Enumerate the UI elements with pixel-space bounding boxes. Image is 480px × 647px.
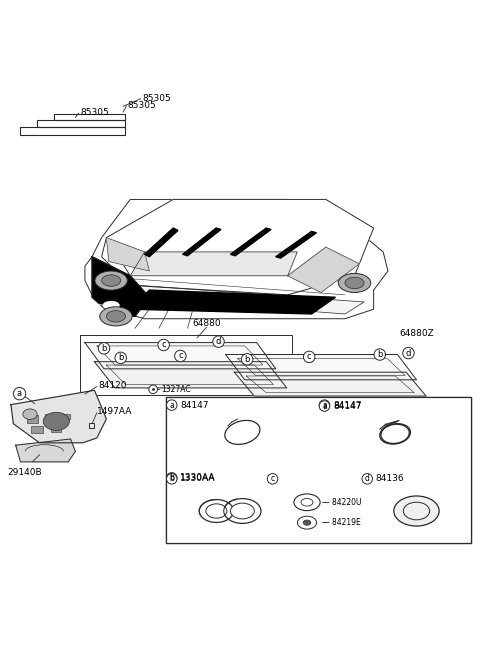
Circle shape <box>158 339 169 351</box>
Circle shape <box>167 400 177 410</box>
Ellipse shape <box>206 504 227 518</box>
Text: b: b <box>169 474 174 483</box>
Circle shape <box>319 400 330 411</box>
Circle shape <box>362 474 372 484</box>
Polygon shape <box>92 283 364 314</box>
Circle shape <box>319 400 330 410</box>
Circle shape <box>213 336 224 347</box>
Text: a: a <box>169 400 174 410</box>
Text: d: d <box>365 474 370 483</box>
Polygon shape <box>130 290 336 314</box>
Bar <box>80 335 292 395</box>
Polygon shape <box>92 257 149 316</box>
Text: 85305: 85305 <box>128 101 156 110</box>
Ellipse shape <box>23 409 37 419</box>
Ellipse shape <box>100 307 132 326</box>
Text: a: a <box>322 400 327 410</box>
Circle shape <box>98 343 110 354</box>
Polygon shape <box>102 199 373 295</box>
Circle shape <box>167 474 177 484</box>
Ellipse shape <box>338 274 371 292</box>
Text: 84120: 84120 <box>99 381 127 390</box>
Text: d: d <box>406 349 411 358</box>
Polygon shape <box>85 199 388 319</box>
Text: 84136: 84136 <box>376 474 405 483</box>
Text: 64880Z: 64880Z <box>400 329 434 338</box>
Text: b: b <box>377 350 383 359</box>
Circle shape <box>115 352 126 364</box>
Text: — 84220U: — 84220U <box>322 498 362 507</box>
Polygon shape <box>230 228 271 256</box>
Ellipse shape <box>345 277 364 289</box>
Text: 84147: 84147 <box>333 400 361 410</box>
Polygon shape <box>288 247 360 292</box>
Bar <box>54 115 125 120</box>
Ellipse shape <box>230 503 254 519</box>
Text: 85305: 85305 <box>80 108 109 117</box>
Bar <box>21 127 125 135</box>
Text: 64880: 64880 <box>192 319 221 328</box>
Bar <box>166 397 471 543</box>
Polygon shape <box>276 232 316 258</box>
Polygon shape <box>183 228 221 256</box>
Polygon shape <box>16 439 75 462</box>
Bar <box>89 423 94 428</box>
Ellipse shape <box>102 275 120 286</box>
Polygon shape <box>226 355 417 380</box>
Bar <box>37 120 125 127</box>
Circle shape <box>241 353 253 365</box>
Text: 1330AA: 1330AA <box>180 474 216 483</box>
Circle shape <box>303 351 315 362</box>
Circle shape <box>13 388 26 400</box>
Text: b: b <box>118 353 123 362</box>
Bar <box>166 397 471 543</box>
Text: 1497AA: 1497AA <box>97 407 132 416</box>
Circle shape <box>149 385 157 393</box>
Text: d: d <box>216 337 221 346</box>
Ellipse shape <box>95 271 127 290</box>
Text: c: c <box>161 340 166 349</box>
Text: c: c <box>178 351 183 360</box>
Circle shape <box>267 474 278 484</box>
Bar <box>31 426 43 433</box>
Ellipse shape <box>303 520 311 525</box>
Text: b: b <box>169 474 174 483</box>
Polygon shape <box>11 390 107 443</box>
Circle shape <box>175 350 186 362</box>
Text: a: a <box>17 389 22 398</box>
Text: 29140B: 29140B <box>7 468 42 477</box>
Ellipse shape <box>301 498 313 506</box>
Polygon shape <box>144 228 178 257</box>
Text: 1330AA: 1330AA <box>180 474 216 483</box>
Circle shape <box>374 349 385 360</box>
Text: a: a <box>322 402 327 411</box>
Ellipse shape <box>107 311 125 322</box>
Circle shape <box>167 472 177 483</box>
Text: 84147: 84147 <box>180 400 209 410</box>
Ellipse shape <box>43 412 70 430</box>
Text: c: c <box>307 353 312 362</box>
Ellipse shape <box>394 496 439 526</box>
Polygon shape <box>234 372 426 396</box>
Text: 85305: 85305 <box>142 94 171 103</box>
Bar <box>61 413 70 419</box>
Polygon shape <box>107 237 149 271</box>
Text: — 84219E: — 84219E <box>322 518 361 527</box>
Circle shape <box>403 347 414 359</box>
Text: 1327AC: 1327AC <box>161 385 191 394</box>
Text: c: c <box>271 474 275 483</box>
Bar <box>45 413 53 419</box>
Polygon shape <box>95 362 287 388</box>
Text: 84147: 84147 <box>333 402 361 411</box>
Ellipse shape <box>103 301 120 310</box>
Bar <box>27 415 37 422</box>
Polygon shape <box>130 252 297 276</box>
Text: b: b <box>244 355 250 364</box>
Bar <box>51 425 61 432</box>
Polygon shape <box>85 343 276 369</box>
Text: b: b <box>101 344 107 353</box>
